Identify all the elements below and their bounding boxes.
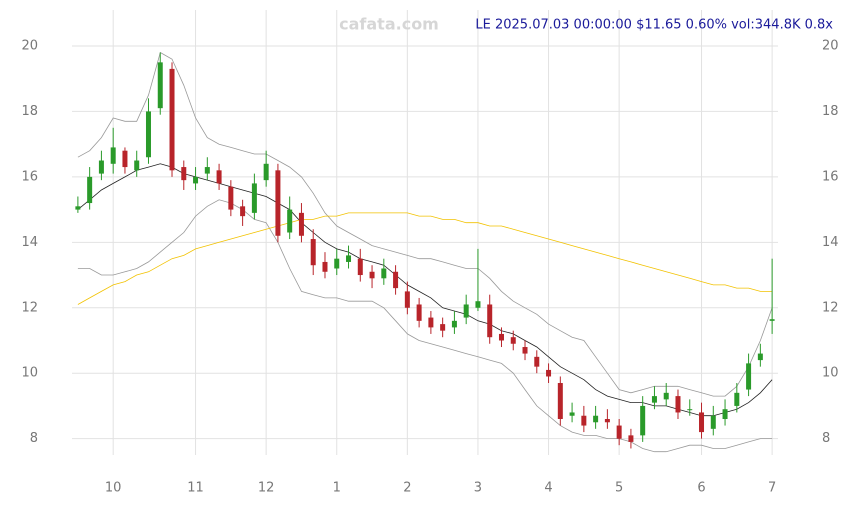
candle-body (110, 147, 116, 164)
candle-body (746, 363, 752, 390)
candle-body (581, 415, 587, 426)
candle-body (463, 304, 469, 318)
candle-body (757, 353, 763, 361)
candle-body (357, 258, 363, 276)
y-tick-label-right: 18 (822, 104, 839, 119)
candle-body (87, 176, 93, 204)
candle-body (475, 301, 481, 308)
candle-body (322, 261, 328, 272)
x-tick-label: 10 (105, 481, 122, 496)
candle-body (699, 412, 705, 433)
candle-body (557, 383, 563, 420)
x-tick-label: 4 (544, 481, 552, 496)
candle-body (663, 392, 669, 400)
y-tick-label-right: 14 (822, 235, 839, 250)
candle-body (310, 239, 316, 266)
overlay-line (77, 212, 773, 305)
candle-body (346, 255, 352, 262)
overlays (77, 51, 773, 453)
candle-body (98, 160, 104, 174)
candle-body (487, 304, 493, 338)
x-tick-label: 3 (474, 481, 482, 496)
candle-body (534, 356, 540, 367)
candle-body (404, 291, 410, 308)
candle-body (204, 167, 210, 174)
candle-body (157, 62, 163, 109)
candle-body (228, 186, 234, 210)
candle-body (569, 412, 575, 416)
candle-body (240, 206, 246, 217)
y-tick-label: 12 (21, 300, 38, 315)
y-tick-label-right: 12 (822, 300, 839, 315)
x-tick-label: 2 (403, 481, 411, 496)
candle-body (451, 320, 457, 328)
candle-body (651, 396, 657, 403)
candle-body (181, 167, 187, 181)
candle-body (510, 337, 516, 344)
y-tick-label-right: 10 (822, 366, 839, 381)
candle-body (251, 183, 257, 213)
x-tick-label: 7 (768, 481, 776, 496)
candle-body (369, 271, 375, 279)
candle-body (216, 170, 222, 184)
candle-body (734, 392, 740, 406)
candle-body (381, 268, 387, 279)
candle-body (122, 150, 128, 168)
candle-body (75, 206, 81, 210)
candle-body (393, 271, 399, 289)
x-tick-label: 1 (333, 481, 341, 496)
candle-body (722, 409, 728, 420)
y-tick-label-right: 16 (822, 169, 839, 184)
candle-body (169, 68, 175, 171)
candle-body (687, 409, 693, 411)
y-tick-label-right: 20 (822, 38, 839, 53)
overlay-line (77, 199, 773, 453)
x-tick-label: 12 (258, 481, 275, 496)
x-tick-label: 5 (615, 481, 623, 496)
candle-body (275, 170, 281, 236)
candle-body (498, 333, 504, 341)
y-tick-label: 20 (21, 38, 38, 53)
candle-body (428, 317, 434, 328)
y-tick-label: 14 (21, 235, 38, 250)
candle-body (710, 415, 716, 429)
x-tick-label: 11 (187, 481, 204, 496)
candle-body (416, 304, 422, 321)
candle-body (522, 347, 528, 354)
y-tick-label: 8 (30, 431, 38, 446)
candle-body (769, 319, 775, 321)
y-tick-label: 18 (21, 104, 38, 119)
y-tick-label-right: 8 (822, 431, 830, 446)
candles (75, 52, 775, 449)
candle-body (298, 212, 304, 236)
candle-body (628, 435, 634, 442)
candle-body (440, 324, 446, 331)
x-tick-label: 6 (697, 481, 705, 496)
candle-body (675, 396, 681, 413)
y-tick-label: 16 (21, 169, 38, 184)
overlay-line (77, 163, 773, 417)
candle-body (287, 209, 293, 233)
candle-body (593, 415, 599, 423)
y-tick-label: 10 (21, 366, 38, 381)
candle-body (616, 425, 622, 439)
watermark: cafata.com (339, 15, 439, 34)
candle-body (546, 369, 552, 377)
candle-body (145, 111, 151, 158)
candle-body (263, 163, 269, 181)
candle-body (134, 160, 140, 171)
candle-body (640, 405, 646, 436)
candle-body (334, 258, 340, 269)
candle-body (604, 419, 610, 423)
price-info: LE 2025.07.03 00:00:00 $11.65 0.60% vol:… (475, 18, 833, 33)
overlay-line (77, 51, 773, 397)
candle-body (193, 176, 199, 184)
